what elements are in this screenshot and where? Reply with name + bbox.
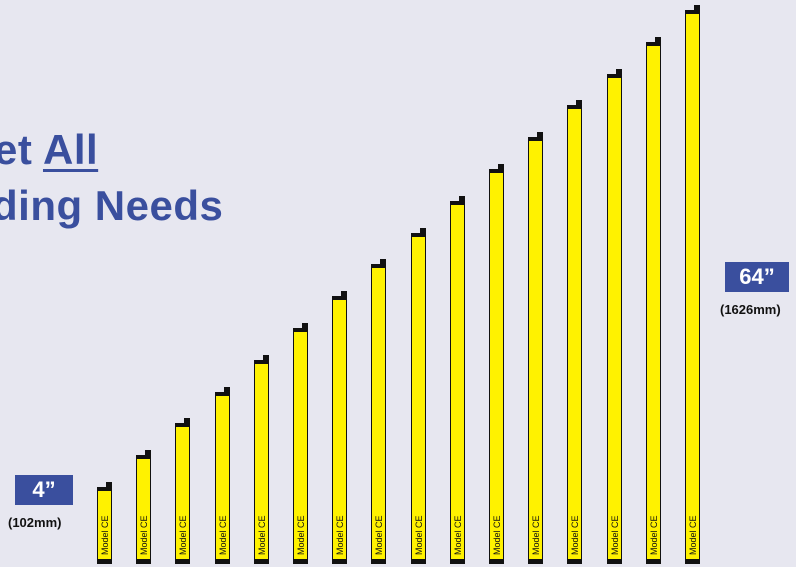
- bar-bottom-cap: [685, 560, 700, 564]
- bar-bottom-cap: [528, 560, 543, 564]
- light-curtain-bar: Model CE: [97, 482, 112, 564]
- bar-end-cap: [459, 196, 465, 204]
- bar-bottom-cap: [371, 560, 386, 564]
- bar-top-cap: [450, 201, 465, 205]
- bar-end-cap: [145, 450, 151, 458]
- bar-model-label: Model CE: [335, 515, 345, 555]
- bar-model-label: Model CE: [414, 515, 424, 555]
- bar-end-cap: [184, 418, 190, 426]
- bar-top-cap: [136, 455, 151, 459]
- light-curtain-bar: Model CE: [293, 323, 308, 564]
- bar-model-label: Model CE: [257, 515, 267, 555]
- bar-housing: [685, 12, 700, 560]
- bar-top-cap: [215, 392, 230, 396]
- light-curtain-bar: Model CE: [136, 450, 151, 564]
- bar-model-label: Model CE: [570, 515, 580, 555]
- light-curtain-bar: Model CE: [411, 228, 426, 564]
- bar-bottom-cap: [489, 560, 504, 564]
- light-curtain-bar: Model CE: [489, 164, 504, 564]
- bar-top-cap: [97, 487, 112, 491]
- min-size-badge: 4”: [15, 475, 73, 505]
- bar-top-cap: [175, 423, 190, 427]
- bar-end-cap: [420, 228, 426, 236]
- light-curtain-bar: Model CE: [646, 37, 661, 564]
- light-curtain-bar: Model CE: [685, 5, 700, 564]
- bar-model-label: Model CE: [178, 515, 188, 555]
- bar-bottom-cap: [215, 560, 230, 564]
- light-curtain-bar: Model CE: [332, 291, 347, 564]
- bar-top-cap: [332, 296, 347, 300]
- bar-top-cap: [371, 264, 386, 268]
- bar-end-cap: [694, 5, 700, 13]
- bar-top-cap: [567, 105, 582, 109]
- bar-bottom-cap: [293, 560, 308, 564]
- bar-end-cap: [616, 69, 622, 77]
- light-curtain-bar: Model CE: [254, 355, 269, 564]
- bar-end-cap: [576, 100, 582, 108]
- bar-top-cap: [411, 233, 426, 237]
- bar-model-label: Model CE: [374, 515, 384, 555]
- bar-bottom-cap: [332, 560, 347, 564]
- bar-model-label: Model CE: [649, 515, 659, 555]
- bar-end-cap: [380, 259, 386, 267]
- bar-bottom-cap: [411, 560, 426, 564]
- bar-model-label: Model CE: [492, 515, 502, 555]
- bar-end-cap: [263, 355, 269, 363]
- bar-end-cap: [106, 482, 112, 490]
- bar-bottom-cap: [175, 560, 190, 564]
- bar-model-label: Model CE: [531, 515, 541, 555]
- bar-bottom-cap: [646, 560, 661, 564]
- bar-end-cap: [498, 164, 504, 172]
- bar-top-cap: [528, 137, 543, 141]
- bar-top-cap: [254, 360, 269, 364]
- light-curtain-bar: Model CE: [567, 100, 582, 564]
- bar-bottom-cap: [254, 560, 269, 564]
- bar-model-label: Model CE: [100, 515, 110, 555]
- light-curtain-bar: Model CE: [528, 132, 543, 564]
- bar-end-cap: [224, 387, 230, 395]
- bar-end-cap: [302, 323, 308, 331]
- bar-top-cap: [489, 169, 504, 173]
- bar-housing: [607, 76, 622, 560]
- bar-model-label: Model CE: [296, 515, 306, 555]
- light-curtain-bar: Model CE: [215, 387, 230, 564]
- min-size-metric: (102mm): [8, 515, 62, 530]
- bar-top-cap: [607, 74, 622, 78]
- bar-end-cap: [537, 132, 543, 140]
- bar-bottom-cap: [136, 560, 151, 564]
- max-size-badge: 64”: [725, 262, 789, 292]
- bar-model-label: Model CE: [610, 515, 620, 555]
- light-curtain-bar: Model CE: [175, 418, 190, 564]
- bar-top-cap: [293, 328, 308, 332]
- light-curtain-bar: Model CE: [607, 69, 622, 564]
- bar-model-label: Model CE: [688, 515, 698, 555]
- bar-model-label: Model CE: [139, 515, 149, 555]
- bar-top-cap: [685, 10, 700, 14]
- bar-model-label: Model CE: [218, 515, 228, 555]
- max-size-metric: (1626mm): [720, 302, 781, 317]
- bar-top-cap: [646, 42, 661, 46]
- bar-bottom-cap: [97, 560, 112, 564]
- bar-bottom-cap: [567, 560, 582, 564]
- light-curtain-bar: Model CE: [371, 259, 386, 564]
- bar-bottom-cap: [607, 560, 622, 564]
- bar-end-cap: [341, 291, 347, 299]
- bar-housing: [567, 107, 582, 560]
- bar-housing: [646, 44, 661, 560]
- bar-model-label: Model CE: [453, 515, 463, 555]
- bar-bottom-cap: [450, 560, 465, 564]
- light-curtain-bar: Model CE: [450, 196, 465, 564]
- bar-end-cap: [655, 37, 661, 45]
